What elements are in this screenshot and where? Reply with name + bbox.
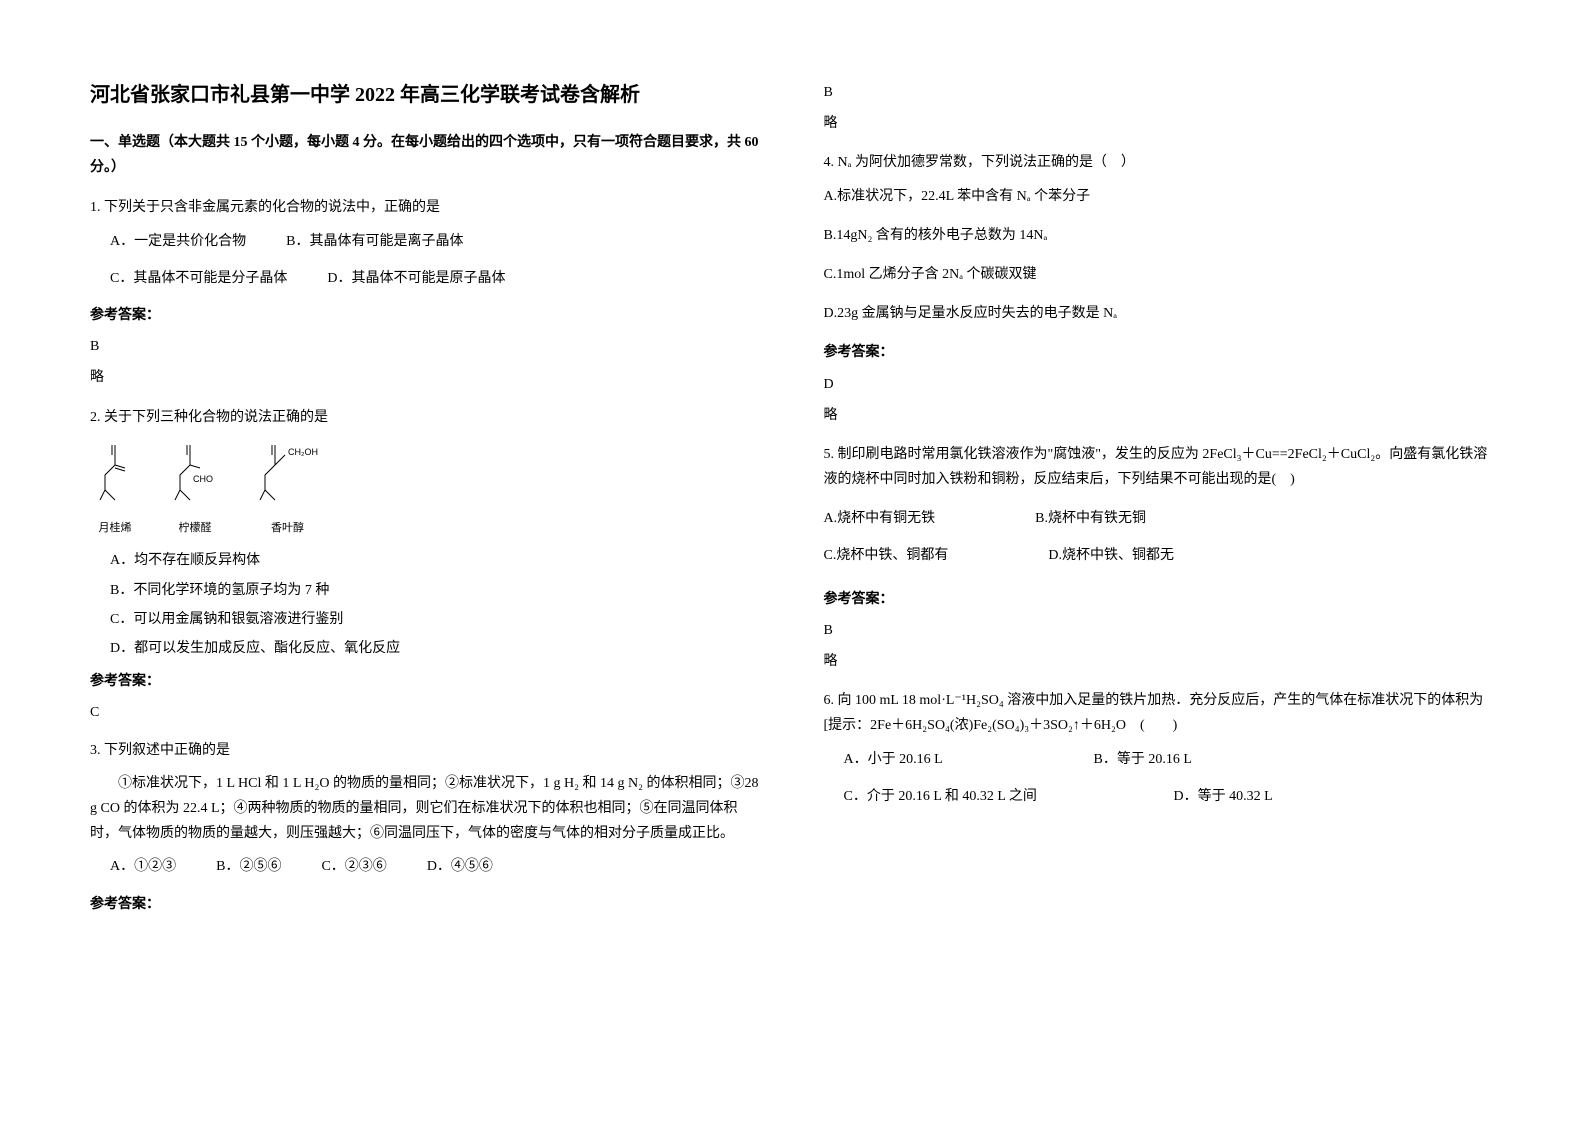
q5-opt-d: D.烧杯中铁、铜都无: [1048, 543, 1174, 568]
q5-text: 5. 制印刷电路时常用氯化铁溶液作为"腐蚀液"，发生的反应为 2FeCl₃＋Cu…: [824, 442, 1498, 492]
q3-brief: 略: [824, 111, 1498, 136]
q3-opt-c: C．②③⑥: [321, 854, 386, 879]
q5-opt-a: A.烧杯中有铜无铁: [824, 506, 936, 531]
q1-opt-b: B．其晶体有可能是离子晶体: [286, 229, 463, 254]
section-1-header: 一、单选题（本大题共 15 个小题，每小题 4 分。在每小题给出的四个选项中，只…: [90, 130, 764, 180]
q3-text: 3. 下列叙述中正确的是: [90, 738, 764, 763]
q1-brief: 略: [90, 365, 764, 390]
q3-answer: B: [824, 80, 1498, 105]
q1-answer-label: 参考答案：: [90, 303, 764, 328]
q4-text: 4. Nₐ 为阿伏加德罗常数，下列说法正确的是（ ）: [824, 150, 1498, 175]
q5-answer: B: [824, 618, 1498, 643]
q4-answer-label: 参考答案：: [824, 340, 1498, 365]
q2-answer: C: [90, 700, 764, 725]
mol3-ch2oh-label: CH₂OH: [288, 447, 318, 457]
q2-answer-label: 参考答案：: [90, 669, 764, 694]
q1-options-2: C．其晶体不可能是分子晶体 D．其晶体不可能是原子晶体: [90, 266, 764, 295]
question-1: 1. 下列关于只含非金属元素的化合物的说法中，正确的是 A．一定是共价化合物 B…: [90, 195, 764, 390]
question-4: 4. Nₐ 为阿伏加德罗常数，下列说法正确的是（ ） A.标准状况下，22.4L…: [824, 150, 1498, 428]
left-column: 河北省张家口市礼县第一中学 2022 年高三化学联考试卷含解析 一、单选题（本大…: [90, 80, 764, 1042]
q5-opt-b: B.烧杯中有铁无铜: [1035, 506, 1146, 531]
q6-options-1: A．小于 20.16 L B．等于 20.16 L: [824, 747, 1498, 776]
q6-opt-c: C．介于 20.16 L 和 40.32 L 之间: [844, 784, 1124, 809]
molecule-2: CHO 柠檬醛: [165, 440, 225, 539]
mol2-cho-label: CHO: [193, 474, 213, 484]
q2-text: 2. 关于下列三种化合物的说法正确的是: [90, 405, 764, 430]
exam-title: 河北省张家口市礼县第一中学 2022 年高三化学联考试卷含解析: [90, 80, 764, 110]
question-5: 5. 制印刷电路时常用氯化铁溶液作为"腐蚀液"，发生的反应为 2FeCl₃＋Cu…: [824, 442, 1498, 674]
molecule-1: 月桂烯: [90, 440, 140, 539]
right-column: B 略 4. Nₐ 为阿伏加德罗常数，下列说法正确的是（ ） A.标准状况下，2…: [824, 80, 1498, 1042]
q5-brief: 略: [824, 649, 1498, 674]
q5-options-1: A.烧杯中有铜无铁 B.烧杯中有铁无铜: [824, 506, 1498, 535]
q1-opt-a: A．一定是共价化合物: [110, 229, 246, 254]
q2-opt-b: B．不同化学环境的氢原子均为 7 种: [110, 578, 764, 603]
q5-opt-c: C.烧杯中铁、铜都有: [824, 543, 949, 568]
q3-options: A．①②③ B．②⑤⑥ C．②③⑥ D．④⑤⑥: [90, 854, 764, 883]
q6-options-2: C．介于 20.16 L 和 40.32 L 之间 D．等于 40.32 L: [824, 784, 1498, 813]
q4-opt-a: A.标准状况下，22.4L 苯中含有 Nₐ 个苯分子: [824, 184, 1498, 209]
mol3-name: 香叶醇: [250, 519, 325, 539]
q6-opt-a: A．小于 20.16 L: [844, 747, 1044, 772]
q6-opt-b: B．等于 20.16 L: [1094, 747, 1192, 772]
q2-molecules: 月桂烯 CHO 柠檬醛 CH₂OH 香叶醇: [90, 440, 764, 539]
question-2: 2. 关于下列三种化合物的说法正确的是 月桂烯 CHO 柠檬醛: [90, 405, 764, 726]
q1-text: 1. 下列关于只含非金属元素的化合物的说法中，正确的是: [90, 195, 764, 220]
q1-answer: B: [90, 334, 764, 359]
q1-options: A．一定是共价化合物 B．其晶体有可能是离子晶体: [90, 229, 764, 258]
q4-opt-d: D.23g 金属钠与足量水反应时失去的电子数是 Nₐ: [824, 301, 1498, 326]
q2-options: A．均不存在顺反异构体 B．不同化学环境的氢原子均为 7 种 C．可以用金属钠和…: [90, 548, 764, 661]
question-6: 6. 向 100 mL 18 mol·L⁻¹H₂SO₄ 溶液中加入足量的铁片加热…: [824, 688, 1498, 813]
q4-opt-b: B.14gN₂ 含有的核外电子总数为 14Nₐ: [824, 223, 1498, 248]
molecule-3: CH₂OH 香叶醇: [250, 440, 325, 539]
q3-opt-d: D．④⑤⑥: [427, 854, 493, 879]
q5-options-2: C.烧杯中铁、铜都有 D.烧杯中铁、铜都无: [824, 543, 1498, 572]
q6-text: 6. 向 100 mL 18 mol·L⁻¹H₂SO₄ 溶液中加入足量的铁片加热…: [824, 688, 1498, 738]
q4-opt-c: C.1mol 乙烯分子含 2Nₐ 个碳碳双键: [824, 262, 1498, 287]
q3-answer-label: 参考答案：: [90, 892, 764, 917]
q2-opt-d: D．都可以发生加成反应、酯化反应、氧化反应: [110, 636, 764, 661]
q4-brief: 略: [824, 403, 1498, 428]
q2-opt-c: C．可以用金属钠和银氨溶液进行鉴别: [110, 607, 764, 632]
q3-desc: ①标准状况下，1 L HCl 和 1 L H₂O 的物质的量相同；②标准状况下，…: [90, 771, 764, 847]
q1-opt-c: C．其晶体不可能是分子晶体: [110, 266, 287, 291]
mol2-name: 柠檬醛: [165, 519, 225, 539]
q6-opt-d: D．等于 40.32 L: [1174, 784, 1273, 809]
q5-answer-label: 参考答案：: [824, 587, 1498, 612]
q2-opt-a: A．均不存在顺反异构体: [110, 548, 764, 573]
q1-opt-d: D．其晶体不可能是原子晶体: [327, 266, 505, 291]
question-3: 3. 下列叙述中正确的是 ①标准状况下，1 L HCl 和 1 L H₂O 的物…: [90, 738, 764, 917]
q3-opt-a: A．①②③: [110, 854, 176, 879]
mol1-name: 月桂烯: [90, 519, 140, 539]
q4-answer: D: [824, 372, 1498, 397]
q3-opt-b: B．②⑤⑥: [216, 854, 281, 879]
